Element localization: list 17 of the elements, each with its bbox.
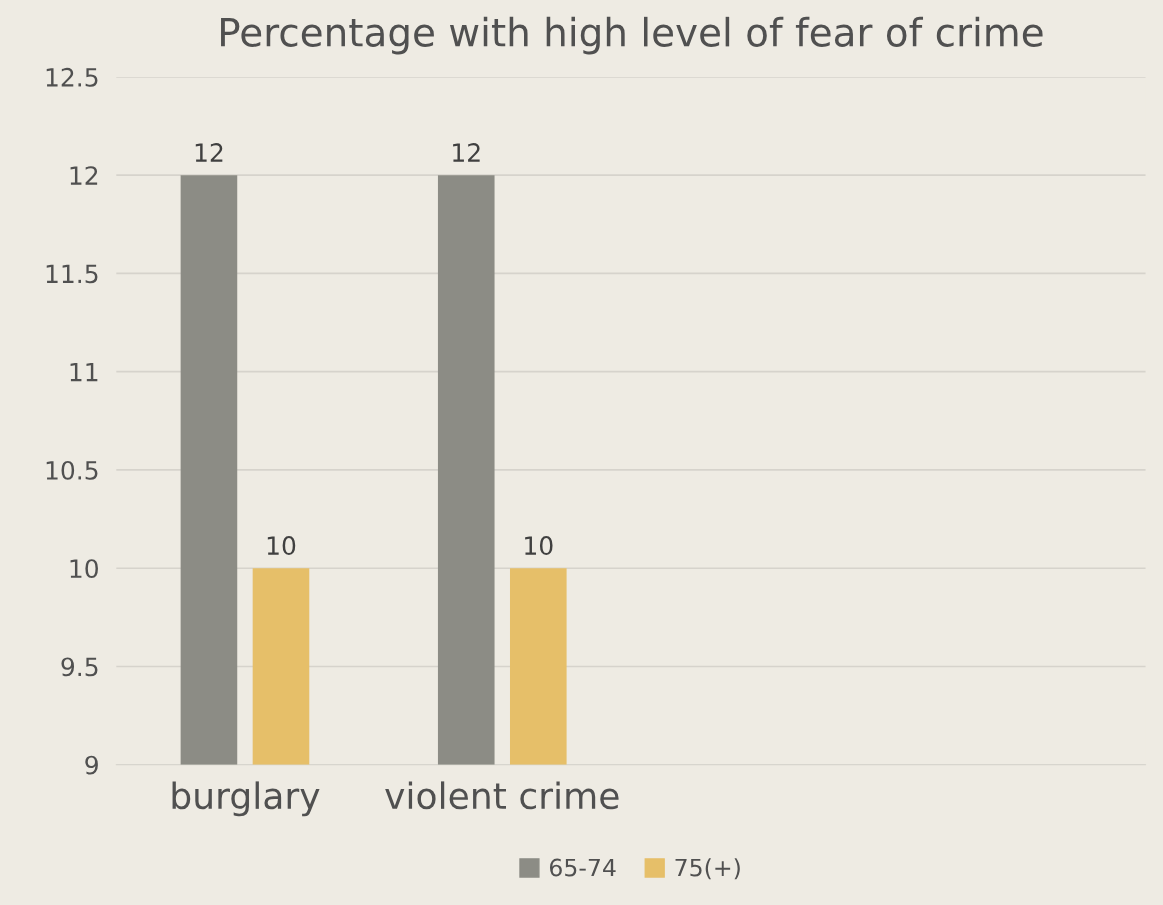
- y-tick-label: 11: [70, 362, 98, 382]
- x-tick-label: burglary: [172, 781, 320, 817]
- data-label: 10: [525, 536, 553, 556]
- legend-label: 65-74: [549, 858, 616, 877]
- data-label: 10: [267, 536, 296, 556]
- y-tick-label: 12: [70, 166, 98, 185]
- y-tick-label: 11.5: [46, 264, 98, 284]
- y-tick-label: 12.5: [46, 67, 98, 87]
- y-tick-label: 10.5: [46, 460, 98, 480]
- x-tick-label: violent crime: [385, 781, 619, 810]
- data-label: 12: [453, 143, 480, 162]
- y-tick-label: 10: [70, 559, 98, 579]
- legend-label: 75(+): [675, 858, 740, 880]
- y-tick-label: 9: [85, 755, 98, 775]
- data-label: 12: [195, 143, 223, 162]
- chart-title: Percentage with high level of fear of crime: [221, 16, 1043, 55]
- y-tick-label: 9.5: [61, 657, 98, 677]
